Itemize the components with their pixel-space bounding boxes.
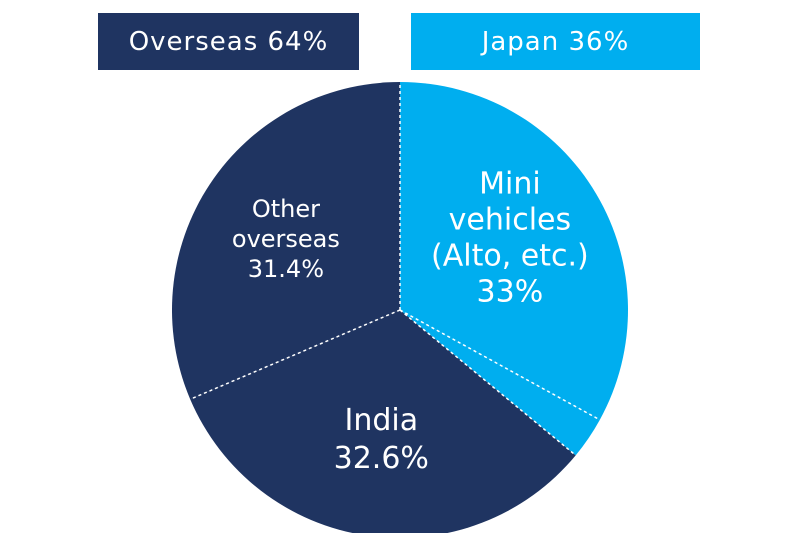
pie-slice-label-line: 32.6% [334,441,429,476]
pie-labels: Mini vehicles (Alto, etc.) 33% India 32.6% Oth… [232,167,589,477]
pie-separator-2 [399,309,577,456]
pie-slice-label-0: Mini vehicles (Alto, etc.) 33% [431,167,589,310]
pie-slice-3 [171,82,400,400]
pie-slice-label-2: India 32.6% [334,403,429,476]
legend-overseas-box: Overseas 64% [98,13,359,70]
pie-slice-label-line: Other [252,195,320,223]
pie-separators [189,82,601,456]
pie-slice-label-3: Other overseas 31.4% [232,195,340,283]
pie-slice-1 [400,310,600,456]
pie-slice-0 [400,82,628,420]
pie-slice-label-line: vehicles [449,203,571,238]
legend-overseas-label: Overseas 64% [128,26,329,57]
pie-separator-3 [189,309,401,400]
pie-slices [171,82,628,533]
legend-japan-label: Japan 36% [481,26,630,57]
legend-japan-box: Japan 36% [411,13,700,70]
pie-slice-2 [190,310,576,533]
pie-slice-label-line: India [344,403,418,438]
pie-separator-1 [399,309,601,421]
pie-slice-label-line: 31.4% [248,255,324,283]
pie-slice-label-line: Mini [479,167,541,202]
pie-slice-label-line: overseas [232,225,340,253]
pie-slice-label-line: (Alto, etc.) [431,239,589,274]
pie-slice-label-line: 33% [477,275,544,310]
